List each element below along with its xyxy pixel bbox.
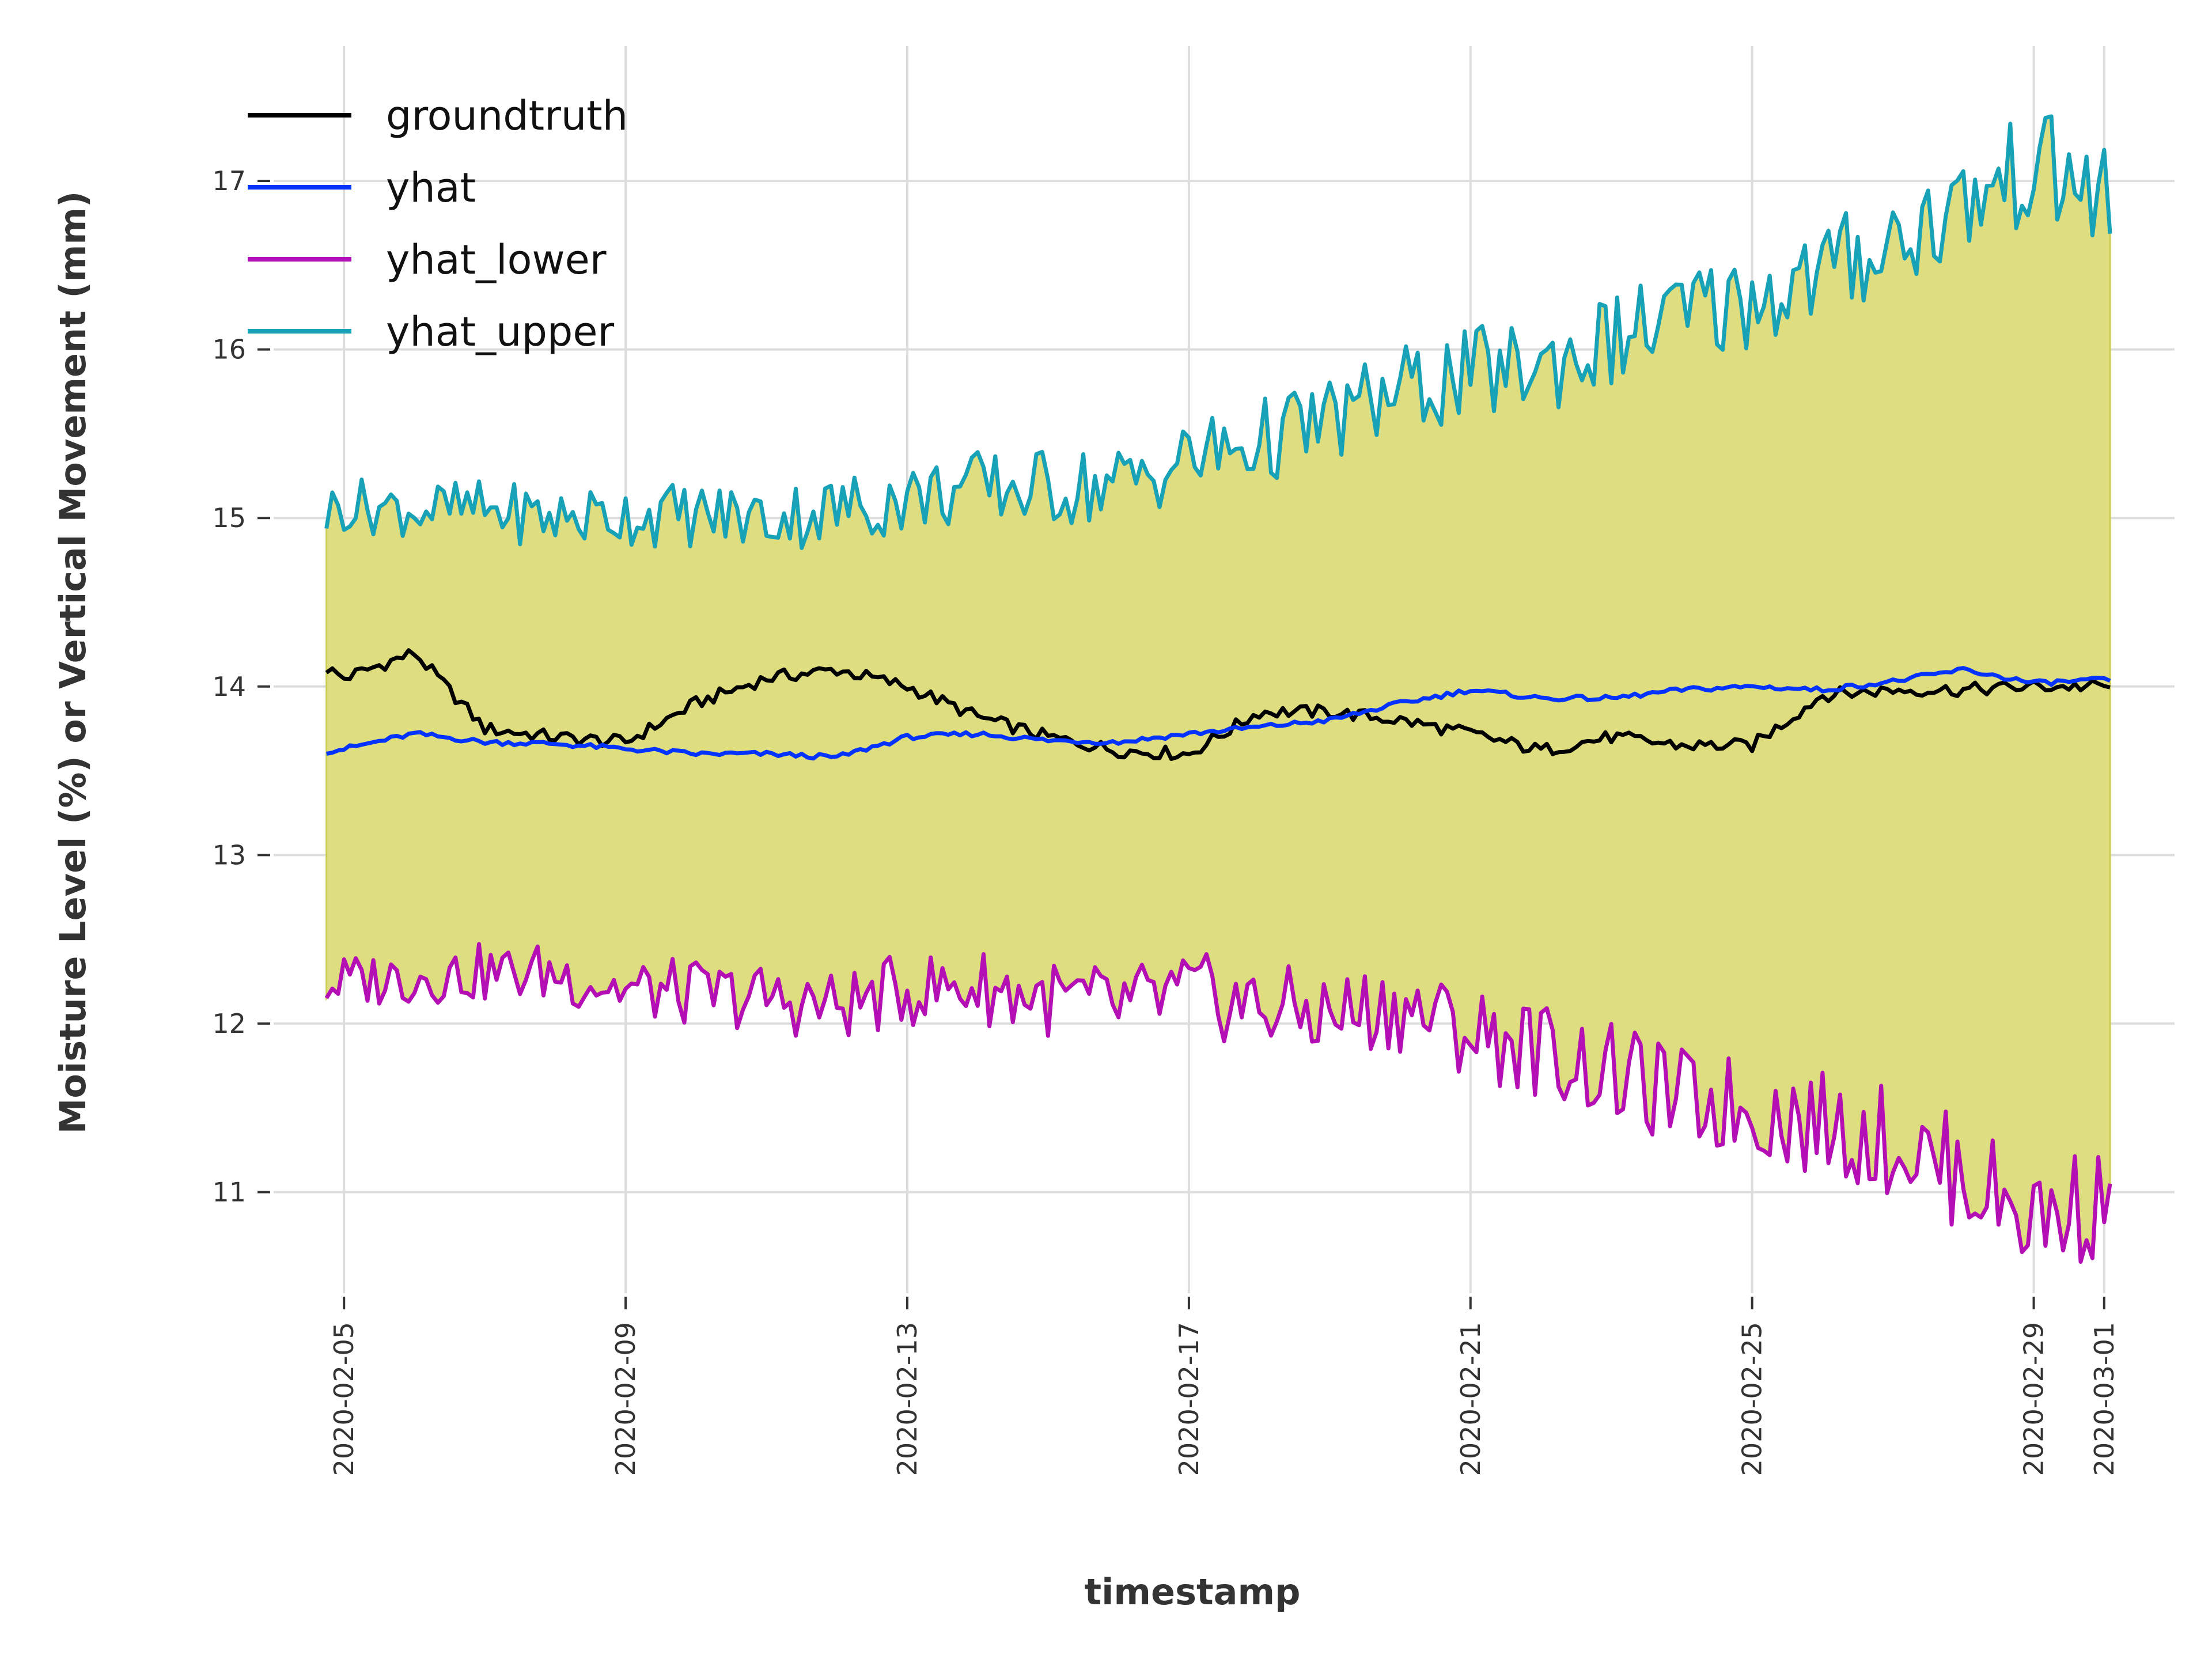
series-line-yhat-upper (324, 114, 2112, 550)
series-line-yhat-lower (324, 942, 2112, 1264)
x-axis-title: timestamp (1085, 1571, 1301, 1613)
legend-label-yhat-lower: yhat_lower (386, 236, 607, 283)
y-tick-label: 12 (212, 1008, 246, 1039)
legend-label-yhat-upper: yhat_upper (386, 308, 614, 355)
x-tick-label: 2020-02-05 (328, 1322, 359, 1476)
x-tick-label: 2020-02-13 (892, 1322, 923, 1476)
x-tick-label: 2020-02-17 (1173, 1322, 1205, 1476)
y-tick-label: 14 (212, 671, 246, 702)
series-line-yhat (326, 666, 2111, 761)
x-tick-label: 2020-02-29 (2018, 1322, 2050, 1476)
y-axis: 11 12 13 14 15 16 17 (212, 165, 270, 1207)
y-tick-label: 11 (212, 1176, 246, 1207)
legend-label-yhat: yhat (386, 164, 476, 211)
x-tick-label: 2020-02-21 (1455, 1322, 1486, 1476)
legend: groundtruth yhat yhat_lower yhat_upper (248, 92, 628, 355)
series-lines (324, 114, 2112, 1264)
y-tick-label: 15 (212, 502, 246, 533)
y-axis-title: Moisture Level (%) or Vertical Movement … (52, 191, 94, 1134)
x-tick-label: 2020-02-09 (610, 1322, 641, 1476)
y-tick-label: 13 (212, 839, 246, 870)
y-tick-label: 17 (212, 165, 246, 196)
x-tick-label: 2020-02-25 (1737, 1322, 1768, 1476)
x-axis: 2020-02-05 2020-02-09 2020-02-13 2020-02-17… (328, 1297, 2120, 1476)
legend-label-groundtruth: groundtruth (386, 92, 628, 139)
series-line-groundtruth (325, 648, 2111, 761)
y-tick-label: 16 (212, 334, 246, 365)
x-tick-label: 2020-03-01 (2089, 1322, 2120, 1476)
